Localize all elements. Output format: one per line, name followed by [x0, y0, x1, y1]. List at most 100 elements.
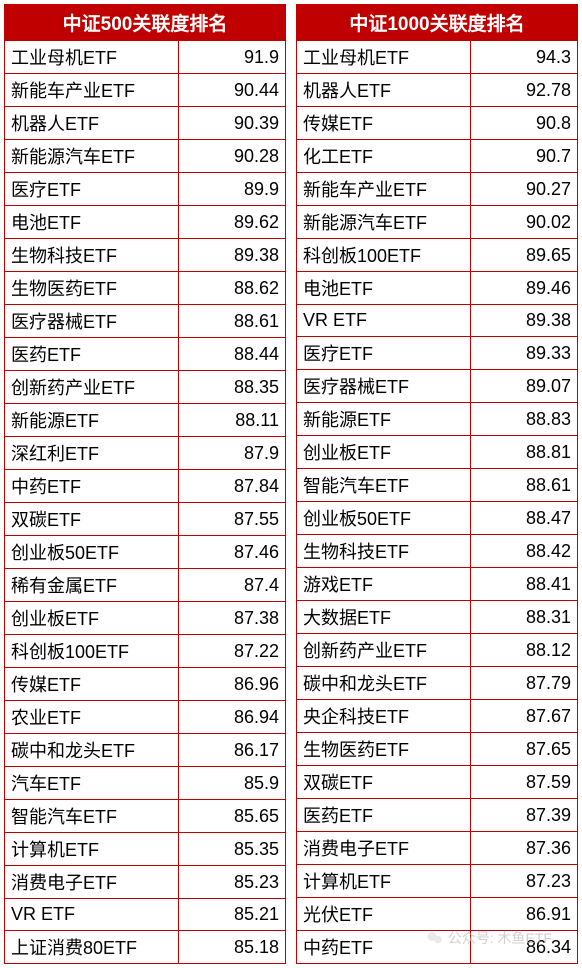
etf-name: VR ETF	[297, 305, 471, 337]
etf-value: 94.3	[471, 41, 578, 74]
etf-name: 化工ETF	[297, 140, 471, 173]
etf-name: 传媒ETF	[5, 668, 179, 701]
table-row: 机器人ETF92.78	[297, 74, 578, 107]
table-row: 创业板ETF87.38	[5, 602, 286, 635]
etf-name: 新能源ETF	[297, 403, 471, 436]
etf-name: 生物科技ETF	[5, 239, 179, 272]
etf-name: 创新药产业ETF	[297, 634, 471, 667]
etf-value: 88.61	[179, 305, 286, 338]
table-row: 大数据ETF88.31	[297, 601, 578, 634]
table-row: 工业母机ETF94.3	[297, 41, 578, 74]
etf-value: 87.39	[471, 799, 578, 832]
etf-value: 90.02	[471, 206, 578, 239]
watermark: 公众号: 木鱼ETF	[426, 928, 552, 948]
table-row: 新能车产业ETF90.27	[297, 173, 578, 206]
etf-name: 新能源汽车ETF	[297, 206, 471, 239]
etf-value: 86.91	[471, 898, 578, 931]
table-row: 双碳ETF87.55	[5, 503, 286, 536]
etf-name: 机器人ETF	[297, 74, 471, 107]
etf-name: 医疗器械ETF	[297, 370, 471, 403]
etf-name: 生物医药ETF	[5, 272, 179, 305]
etf-name: VR ETF	[5, 899, 179, 931]
table-row: 新能源汽车ETF90.02	[297, 206, 578, 239]
etf-name: 新能源汽车ETF	[5, 140, 179, 173]
etf-value: 88.83	[471, 403, 578, 436]
etf-value: 85.35	[179, 833, 286, 866]
etf-value: 86.96	[179, 668, 286, 701]
etf-name: 新能车产业ETF	[5, 74, 179, 107]
etf-value: 89.9	[179, 173, 286, 206]
etf-name: 农业ETF	[5, 701, 179, 734]
left-table: 中证500关联度排名 工业母机ETF91.9新能车产业ETF90.44机器人ET…	[4, 4, 286, 964]
etf-name: 消费电子ETF	[297, 832, 471, 865]
table-row: 创业板50ETF87.46	[5, 536, 286, 569]
etf-name: 双碳ETF	[5, 503, 179, 536]
etf-name: 稀有金属ETF	[5, 569, 179, 602]
etf-name: 创业板ETF	[5, 602, 179, 635]
table-row: 传媒ETF86.96	[5, 668, 286, 701]
table-row: 电池ETF89.62	[5, 206, 286, 239]
etf-value: 86.94	[179, 701, 286, 734]
etf-name: 机器人ETF	[5, 107, 179, 140]
tables-container: 中证500关联度排名 工业母机ETF91.9新能车产业ETF90.44机器人ET…	[4, 4, 578, 964]
etf-name: 医疗ETF	[5, 173, 179, 206]
etf-value: 85.21	[179, 899, 286, 931]
etf-value: 88.62	[179, 272, 286, 305]
table-row: VR ETF85.21	[5, 899, 286, 931]
etf-name: 双碳ETF	[297, 766, 471, 799]
etf-name: 新能源ETF	[5, 404, 179, 437]
etf-value: 87.59	[471, 766, 578, 799]
table-row: 生物科技ETF89.38	[5, 239, 286, 272]
table-row: 农业ETF86.94	[5, 701, 286, 734]
table-row: 医疗器械ETF89.07	[297, 370, 578, 403]
table-row: 光伏ETF86.91	[297, 898, 578, 931]
etf-value: 87.55	[179, 503, 286, 536]
table-row: 计算机ETF85.35	[5, 833, 286, 866]
table-row: 创新药产业ETF88.12	[297, 634, 578, 667]
etf-value: 89.65	[471, 239, 578, 272]
etf-name: 中药ETF	[5, 470, 179, 503]
etf-name: 工业母机ETF	[297, 41, 471, 74]
table-row: 新能源ETF88.83	[297, 403, 578, 436]
etf-name: 消费电子ETF	[5, 866, 179, 899]
table-row: 科创板100ETF89.65	[297, 239, 578, 272]
etf-value: 88.12	[471, 634, 578, 667]
etf-value: 87.36	[471, 832, 578, 865]
etf-value: 87.9	[179, 437, 286, 470]
table-row: 计算机ETF87.23	[297, 865, 578, 898]
etf-value: 85.18	[179, 931, 286, 964]
etf-name: 智能汽车ETF	[5, 800, 179, 833]
etf-value: 87.67	[471, 700, 578, 733]
etf-name: 电池ETF	[5, 206, 179, 239]
table-row: 医药ETF88.44	[5, 338, 286, 371]
etf-value: 87.23	[471, 865, 578, 898]
etf-name: 医药ETF	[5, 338, 179, 371]
etf-name: 新能车产业ETF	[297, 173, 471, 206]
right-table-header: 中证1000关联度排名	[297, 5, 578, 41]
etf-value: 89.38	[179, 239, 286, 272]
etf-name: 电池ETF	[297, 272, 471, 305]
etf-value: 85.65	[179, 800, 286, 833]
etf-name: 生物医药ETF	[297, 733, 471, 766]
etf-value: 87.79	[471, 667, 578, 700]
etf-value: 88.41	[471, 568, 578, 601]
etf-value: 85.9	[179, 767, 286, 800]
wechat-icon	[426, 929, 444, 947]
etf-name: 创业板50ETF	[5, 536, 179, 569]
table-row: 深红利ETF87.9	[5, 437, 286, 470]
etf-value: 88.81	[471, 436, 578, 469]
table-row: 创业板ETF88.81	[297, 436, 578, 469]
right-table-wrap: 中证1000关联度排名 工业母机ETF94.3机器人ETF92.78传媒ETF9…	[296, 4, 578, 964]
table-row: 央企科技ETF87.67	[297, 700, 578, 733]
table-row: 工业母机ETF91.9	[5, 41, 286, 74]
etf-name: 医疗ETF	[297, 337, 471, 370]
etf-value: 90.39	[179, 107, 286, 140]
etf-value: 87.65	[471, 733, 578, 766]
table-row: 上证消费80ETF85.18	[5, 931, 286, 964]
etf-value: 91.9	[179, 41, 286, 74]
etf-value: 88.31	[471, 601, 578, 634]
etf-value: 90.27	[471, 173, 578, 206]
etf-name: 碳中和龙头ETF	[5, 734, 179, 767]
etf-value: 89.07	[471, 370, 578, 403]
etf-value: 90.7	[471, 140, 578, 173]
